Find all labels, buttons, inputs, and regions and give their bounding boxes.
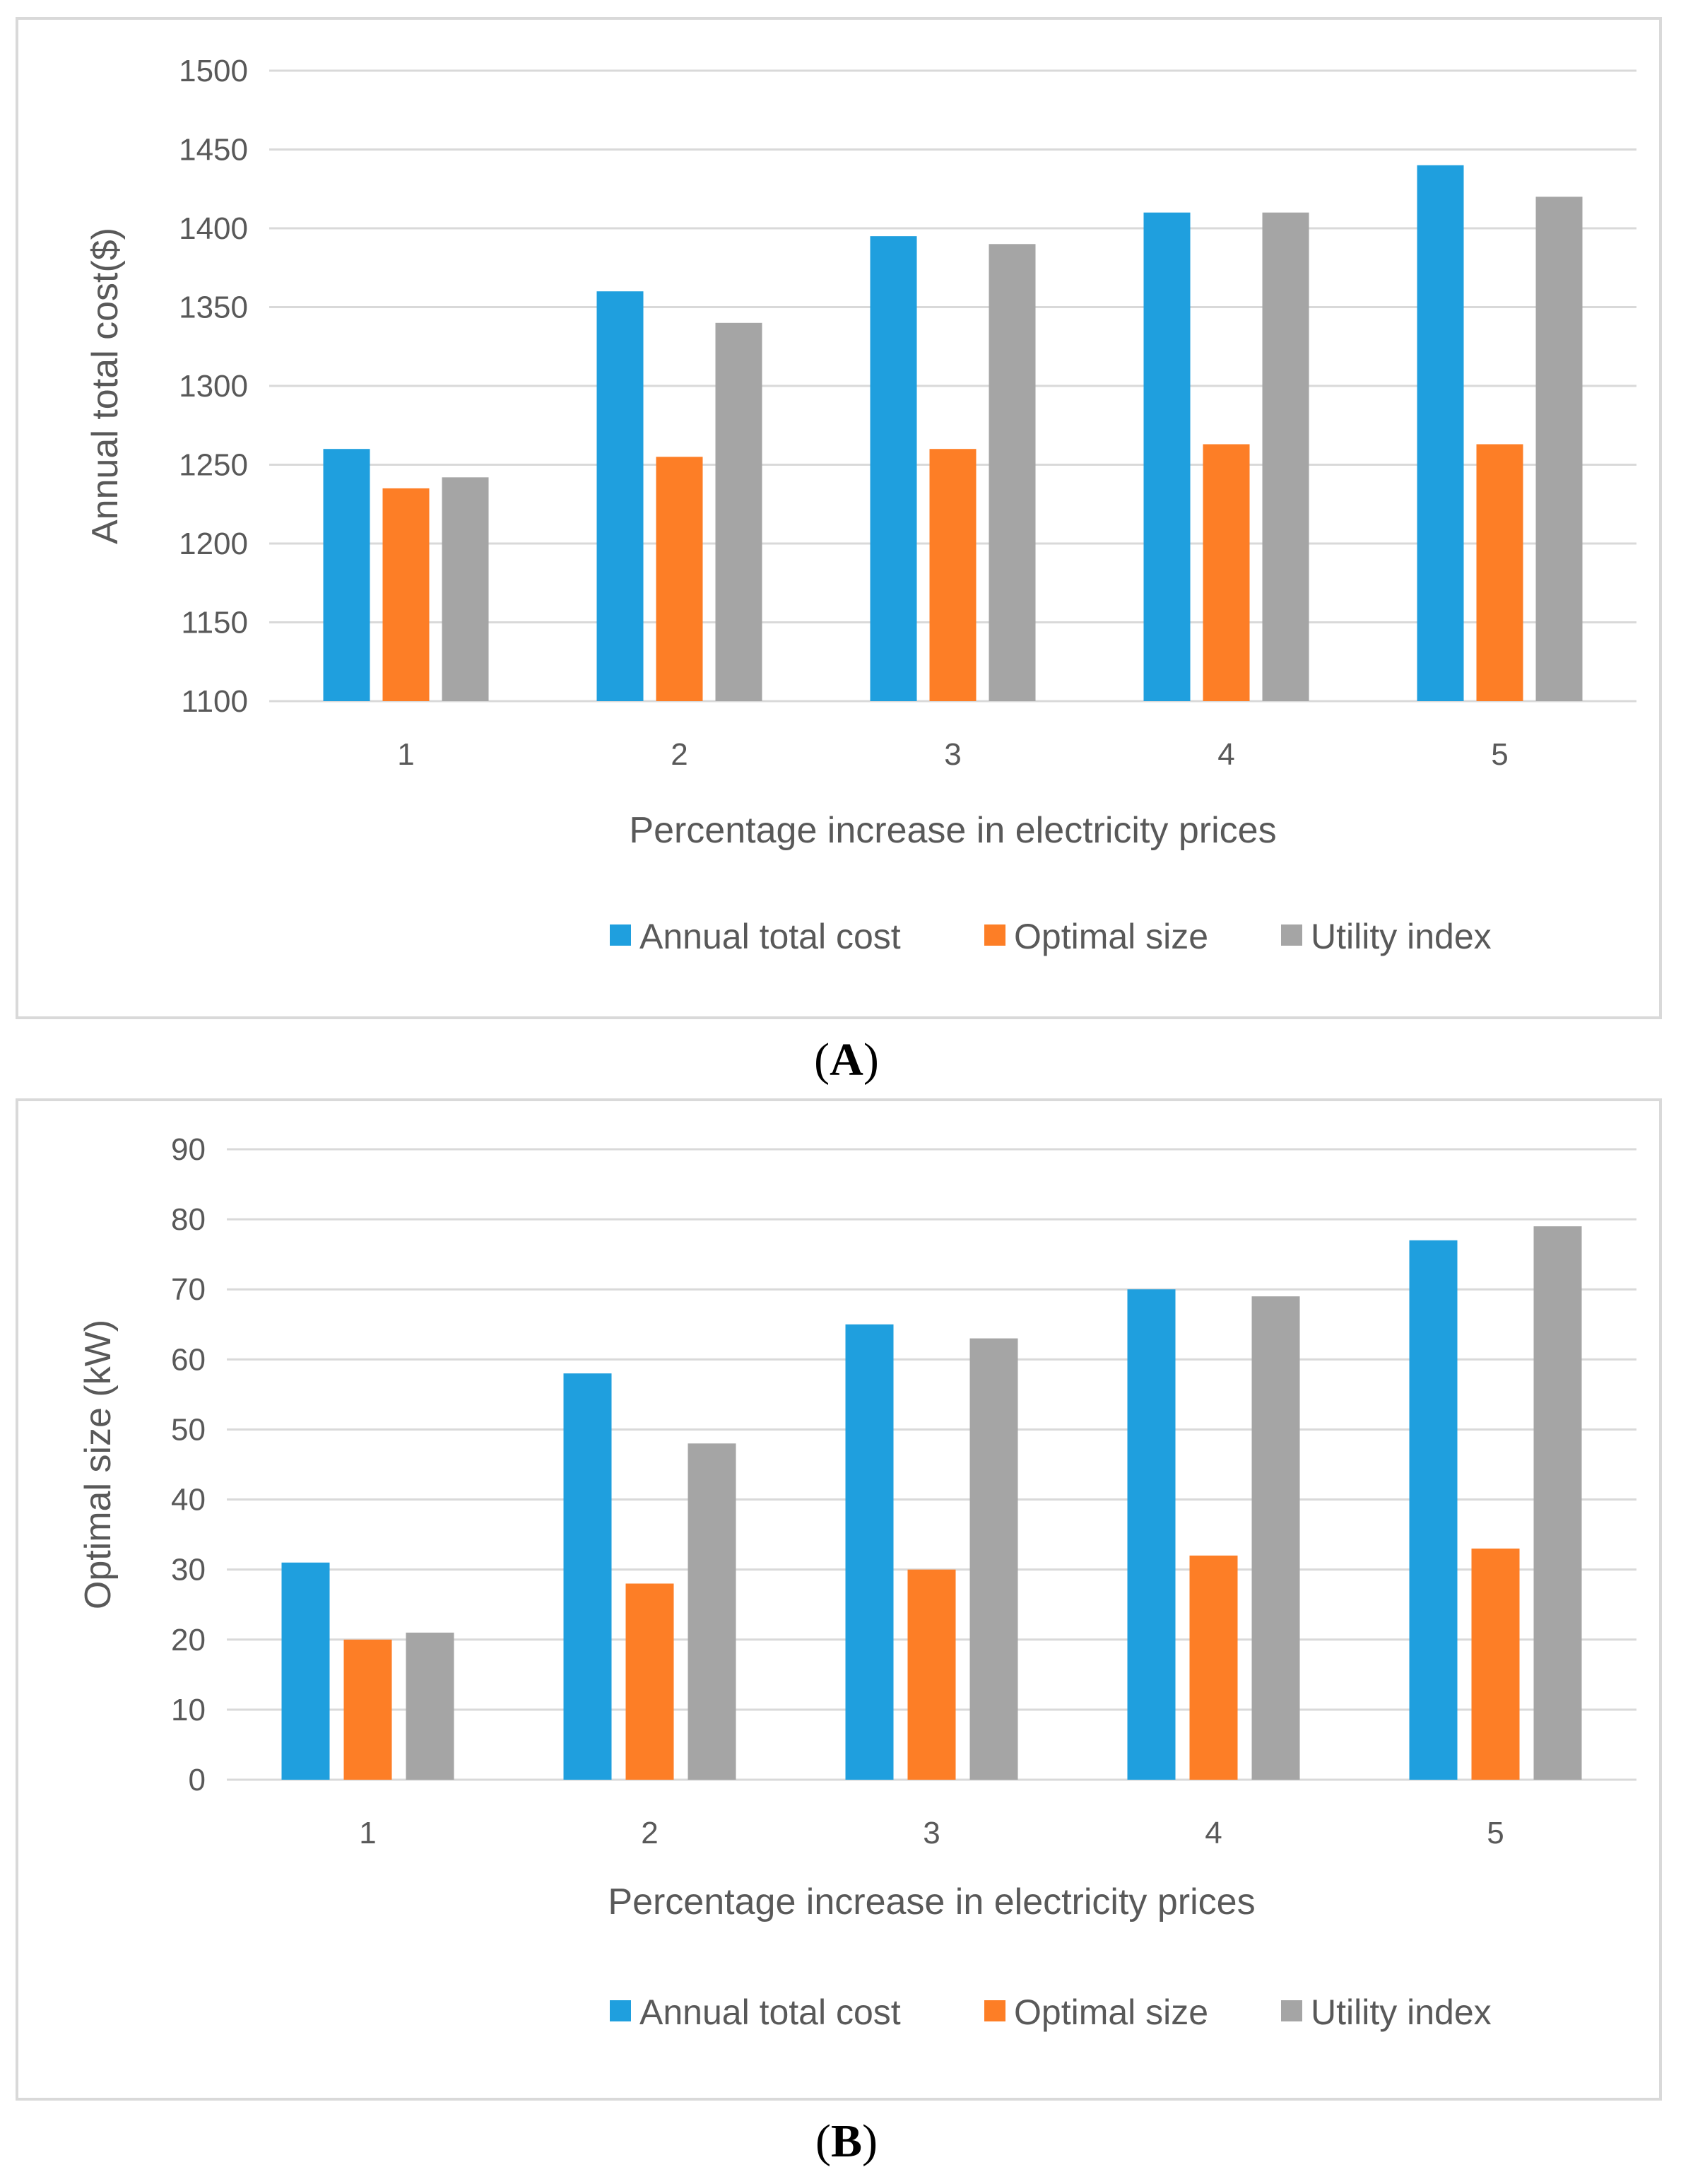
y-tick-label: 1150: [181, 606, 248, 640]
y-tick-label: 1250: [179, 448, 248, 483]
caption-b-label: B: [830, 2115, 863, 2167]
bar-utility-cat-1: [442, 477, 489, 701]
y-tick-label: 1500: [179, 54, 248, 88]
y-tick-label: 50: [171, 1412, 206, 1447]
bar-annual-cat-5: [1417, 165, 1464, 702]
caption-b: (B): [815, 2115, 878, 2167]
legend-swatch-optimal: [984, 2000, 1005, 2021]
bar-annual-cat-5: [1409, 1240, 1458, 1780]
bar-utility-cat-3: [969, 1338, 1018, 1780]
bar-optimal-cat-3: [907, 1569, 956, 1780]
caption-a: (A): [814, 1034, 879, 1086]
x-tick-label: 1: [397, 737, 414, 772]
bar-optimal-cat-5: [1476, 444, 1523, 701]
legend-swatch-utility: [1281, 2000, 1302, 2021]
x-tick-label: 4: [1217, 737, 1234, 772]
chart-panel-a: 1100 1150 1200 1250 1300 1350 1400 1450 1500 1 2 3 4…: [16, 17, 1662, 1019]
x-axis-title: Percentage increase in electricity price…: [629, 810, 1276, 851]
x-tick-label: 2: [671, 737, 688, 772]
y-tick-label: 1400: [179, 211, 248, 246]
bar-optimal-cat-5: [1471, 1548, 1520, 1780]
bar-optimal-cat-3: [929, 449, 977, 701]
legend-swatch-annual: [610, 924, 631, 946]
legend-label-utility: Utility index: [1311, 1992, 1492, 2032]
x-tick-label: 1: [359, 1816, 376, 1850]
bar-optimal-cat-2: [625, 1583, 674, 1780]
chart-panel-b: 0 10 20 30 40 50 60 70 80 90 1 2 3 4 5 Percentage incre…: [16, 1098, 1662, 2101]
y-tick-label: 90: [171, 1132, 206, 1167]
x-tick-label: 5: [1491, 737, 1508, 772]
bar-annual-cat-1: [281, 1562, 330, 1780]
y-tick-label: 10: [171, 1693, 206, 1727]
bar-utility-cat-1: [406, 1632, 454, 1780]
bar-utility-cat-5: [1535, 196, 1583, 701]
legend-label-utility: Utility index: [1311, 917, 1492, 956]
bar-chart-b: 0 10 20 30 40 50 60 70 80 90 1 2 3 4 5 Percentage incre…: [78, 1132, 1636, 2032]
bar-annual-cat-3: [845, 1324, 894, 1780]
bar-utility-cat-5: [1533, 1226, 1582, 1780]
legend-label-annual: Annual total cost: [639, 917, 901, 956]
y-axis-title: Annual total cost($): [85, 228, 126, 544]
y-tick-label: 1300: [179, 369, 248, 404]
bar-annual-cat-4: [1143, 212, 1191, 701]
bar-utility-cat-2: [688, 1443, 736, 1780]
x-tick-label: 3: [944, 737, 961, 772]
bar-annual-cat-2: [563, 1373, 612, 1780]
legend-label-optimal: Optimal size: [1014, 917, 1208, 956]
legend-label-optimal: Optimal size: [1014, 1992, 1208, 2032]
bar-utility-cat-4: [1262, 212, 1309, 701]
caption-a-label: A: [830, 1034, 863, 1086]
bar-optimal-cat-2: [656, 457, 703, 701]
bar-chart-a: 1100 1150 1200 1250 1300 1350 1400 1450 1500 1 2 3 4…: [85, 54, 1636, 956]
bar-annual-cat-2: [596, 291, 644, 701]
bar-optimal-cat-1: [343, 1639, 392, 1780]
y-tick-label: 1350: [179, 290, 248, 325]
y-tick-label: 1100: [181, 684, 248, 719]
bar-optimal-cat-4: [1189, 1555, 1238, 1780]
bar-annual-cat-1: [323, 449, 370, 701]
legend-swatch-utility: [1281, 924, 1302, 946]
y-tick-label: 0: [189, 1763, 206, 1797]
y-tick-label: 40: [171, 1483, 206, 1517]
bar-utility-cat-2: [715, 322, 762, 701]
x-axis-title: Percentage increase in electricity price…: [608, 1881, 1255, 1922]
bar-optimal-cat-1: [382, 488, 430, 701]
x-tick-label: 3: [923, 1816, 940, 1850]
bar-optimal-cat-4: [1203, 444, 1250, 701]
bar-utility-cat-4: [1251, 1296, 1300, 1780]
legend-swatch-optimal: [984, 924, 1005, 946]
y-tick-label: 1450: [179, 133, 248, 168]
y-axis-title: Optimal size (kW): [78, 1320, 119, 1609]
x-tick-label: 5: [1487, 1816, 1504, 1850]
x-tick-label: 4: [1205, 1816, 1222, 1850]
bar-annual-cat-3: [870, 236, 917, 701]
legend-swatch-annual: [610, 2000, 631, 2021]
y-tick-label: 60: [171, 1342, 206, 1377]
legend-label-annual: Annual total cost: [639, 1992, 901, 2032]
bar-annual-cat-4: [1127, 1289, 1176, 1780]
y-tick-label: 70: [171, 1272, 206, 1307]
y-tick-label: 20: [171, 1623, 206, 1657]
y-tick-label: 30: [171, 1553, 206, 1587]
bar-utility-cat-3: [989, 244, 1036, 701]
x-tick-label: 2: [641, 1816, 658, 1850]
y-tick-label: 1200: [179, 527, 248, 561]
y-tick-label: 80: [171, 1202, 206, 1237]
